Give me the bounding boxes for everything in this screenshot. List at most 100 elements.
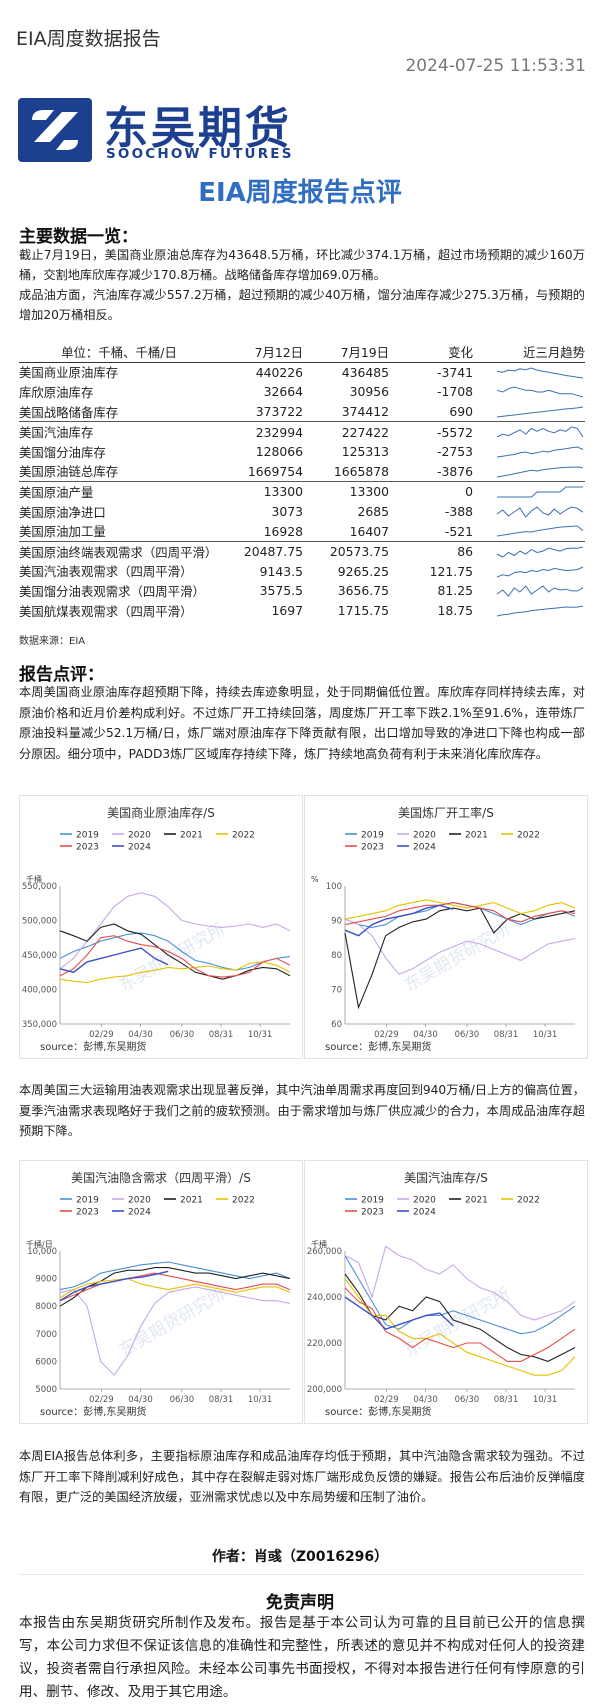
divider [19,1574,585,1575]
row-sparkline [473,402,585,422]
header-unit: 单位：千桶、千桶/日 [19,342,219,363]
y-tick-label: 100 [326,882,342,892]
row-curr: 2685 [357,504,389,520]
row-change: 121.75 [429,563,473,579]
legend-label: 2020 [413,831,436,841]
row-change: -5572 [389,421,473,442]
row-name: 美国原油终端表观需求（四周平滑） [19,540,219,562]
row-sparkline [473,521,585,541]
x-tick-label: 06/30 [455,1030,480,1040]
table-row: 美国汽油表观需求（四周平滑） 9143.5 9265.25 121.75 [19,562,585,582]
table-row: 美国商业原油库存 440226 436485 -3741 [19,362,585,382]
row-curr: 3656.75 [337,583,389,599]
brand-name: 东吴期货 [104,103,292,154]
series-line-2020 [344,1245,576,1321]
y-tick-label: 550,000 [22,882,57,892]
series-line-2020 [344,918,576,975]
review-paragraph-2: 本周美国三大运输用油表观需求出现显著反弹，其中汽油单周需求再度回到940万桶/日… [19,1083,585,1138]
legend-label: 2021 [465,831,488,841]
report-title: EIA周度报告点评 [198,178,402,208]
legend-label: 2022 [232,831,255,841]
row-prev: 1669754 [247,463,303,479]
series-line-2024 [59,947,169,974]
table-row: 美国馏分油表观需求（四周平滑） 3575.5 3656.75 81.25 [19,581,585,601]
x-tick-label: 10/31 [533,1395,558,1405]
table-header-row: 单位：千桶、千桶/日 7月12日 7月19日 变化 近三月趋势 [19,342,585,363]
chart-title: 美国汽油库存/S [404,1171,488,1185]
legend-label: 2024 [413,1208,436,1218]
chart-title: 美国炼厂开工率/S [398,806,494,820]
row-prev: 373722 [255,404,303,420]
legend-label: 2023 [76,1208,99,1218]
series-line-2023 [344,902,576,926]
legend-label: 2019 [361,831,384,841]
data-table: 单位：千桶、千桶/日 7月12日 7月19日 变化 近三月趋势 美国商业原油库存… [19,342,585,620]
series-line-2020 [59,1286,291,1377]
row-change: -3876 [436,463,473,479]
sparkline-path [496,466,584,478]
chart-source: source：彭博,东吴期货 [40,1407,147,1418]
author-line: 作者：肖彧（Z0016296） [211,1549,389,1565]
row-curr: 13300 [303,481,389,502]
row-change: -3741 [436,364,473,380]
row-sparkline [473,382,585,402]
y-tick-label: 80 [331,951,342,961]
row-name: 美国原油加工量 [19,524,106,540]
row-name: 美国汽油表观需求（四周平滑） [19,564,193,580]
sparkline-path [496,386,584,398]
x-tick-label: 06/30 [455,1395,480,1405]
row-prev: 13300 [219,481,303,502]
y-tick-label: 10,000 [27,1247,57,1257]
row-curr: 9265.25 [337,563,389,579]
series-line-2021 [59,923,291,980]
x-tick-label: 10/31 [533,1030,558,1040]
x-tick-label: 04/30 [128,1395,153,1405]
legend-label: 2019 [361,1196,384,1206]
row-name: 美国馏分油库存 [19,444,106,460]
sparkline-path [497,486,583,498]
series-line-2023 [59,935,291,978]
row-curr: 125313 [341,444,389,460]
table-row: 美国原油产量 13300 13300 0 [19,481,585,502]
series-line-2021 [344,1273,576,1362]
x-tick-label: 02/29 [374,1030,399,1040]
legend-label: 2020 [413,1196,436,1206]
legend-label: 2022 [517,831,540,841]
legend-label: 2019 [76,831,99,841]
x-tick-label: 08/31 [494,1030,519,1040]
sparkline-path [496,546,584,558]
row-curr: 20573.75 [303,540,389,562]
series-line-2019 [344,1255,576,1335]
row-sparkline [473,421,585,442]
x-tick-label: 02/29 [89,1395,114,1405]
review-heading: 报告点评： [19,665,104,685]
series-line-2019 [59,932,291,971]
y-tick-label: 500,000 [22,917,57,927]
row-sparkline [473,362,585,382]
sparkline-path [496,446,584,458]
y-tick-label: 6000 [35,1357,57,1367]
legend-label: 2021 [180,831,203,841]
y-tick-label: 350,000 [22,1020,57,1030]
row-prev: 440226 [255,364,303,380]
legend-label: 2020 [128,831,151,841]
series-line-2022 [59,961,291,984]
x-tick-label: 10/31 [248,1395,273,1405]
legend-label: 2024 [128,1208,151,1218]
table-row: 库欣原油库存 32664 30956 -1708 [19,382,585,402]
series-line-2022 [59,1278,291,1299]
y-tick-label: 240,000 [307,1293,342,1303]
row-curr: 227422 [303,421,389,442]
table-row: 美国原油链总库存 1669754 1665878 -3876 [19,462,585,482]
row-sparkline [473,601,585,621]
row-prev: 20487.75 [219,540,303,562]
row-sparkline [473,540,585,562]
legend-label: 2024 [128,843,151,853]
legend-label: 2020 [128,1196,151,1206]
row-sparkline [473,502,585,522]
chart-panel-crude-stock: 美国商业原油库存/S 2019 2020 2021 2022 2023 2024 千桶 550… [19,795,303,1059]
chart-source: source：彭博,东吴期货 [325,1042,432,1053]
x-tick-label: 10/31 [248,1030,273,1040]
review-paragraph-1: 本周美国商业原油库存超预期下降，持续去库迹象明显，处于同期偏低位置。库欣库存同样… [19,685,585,761]
